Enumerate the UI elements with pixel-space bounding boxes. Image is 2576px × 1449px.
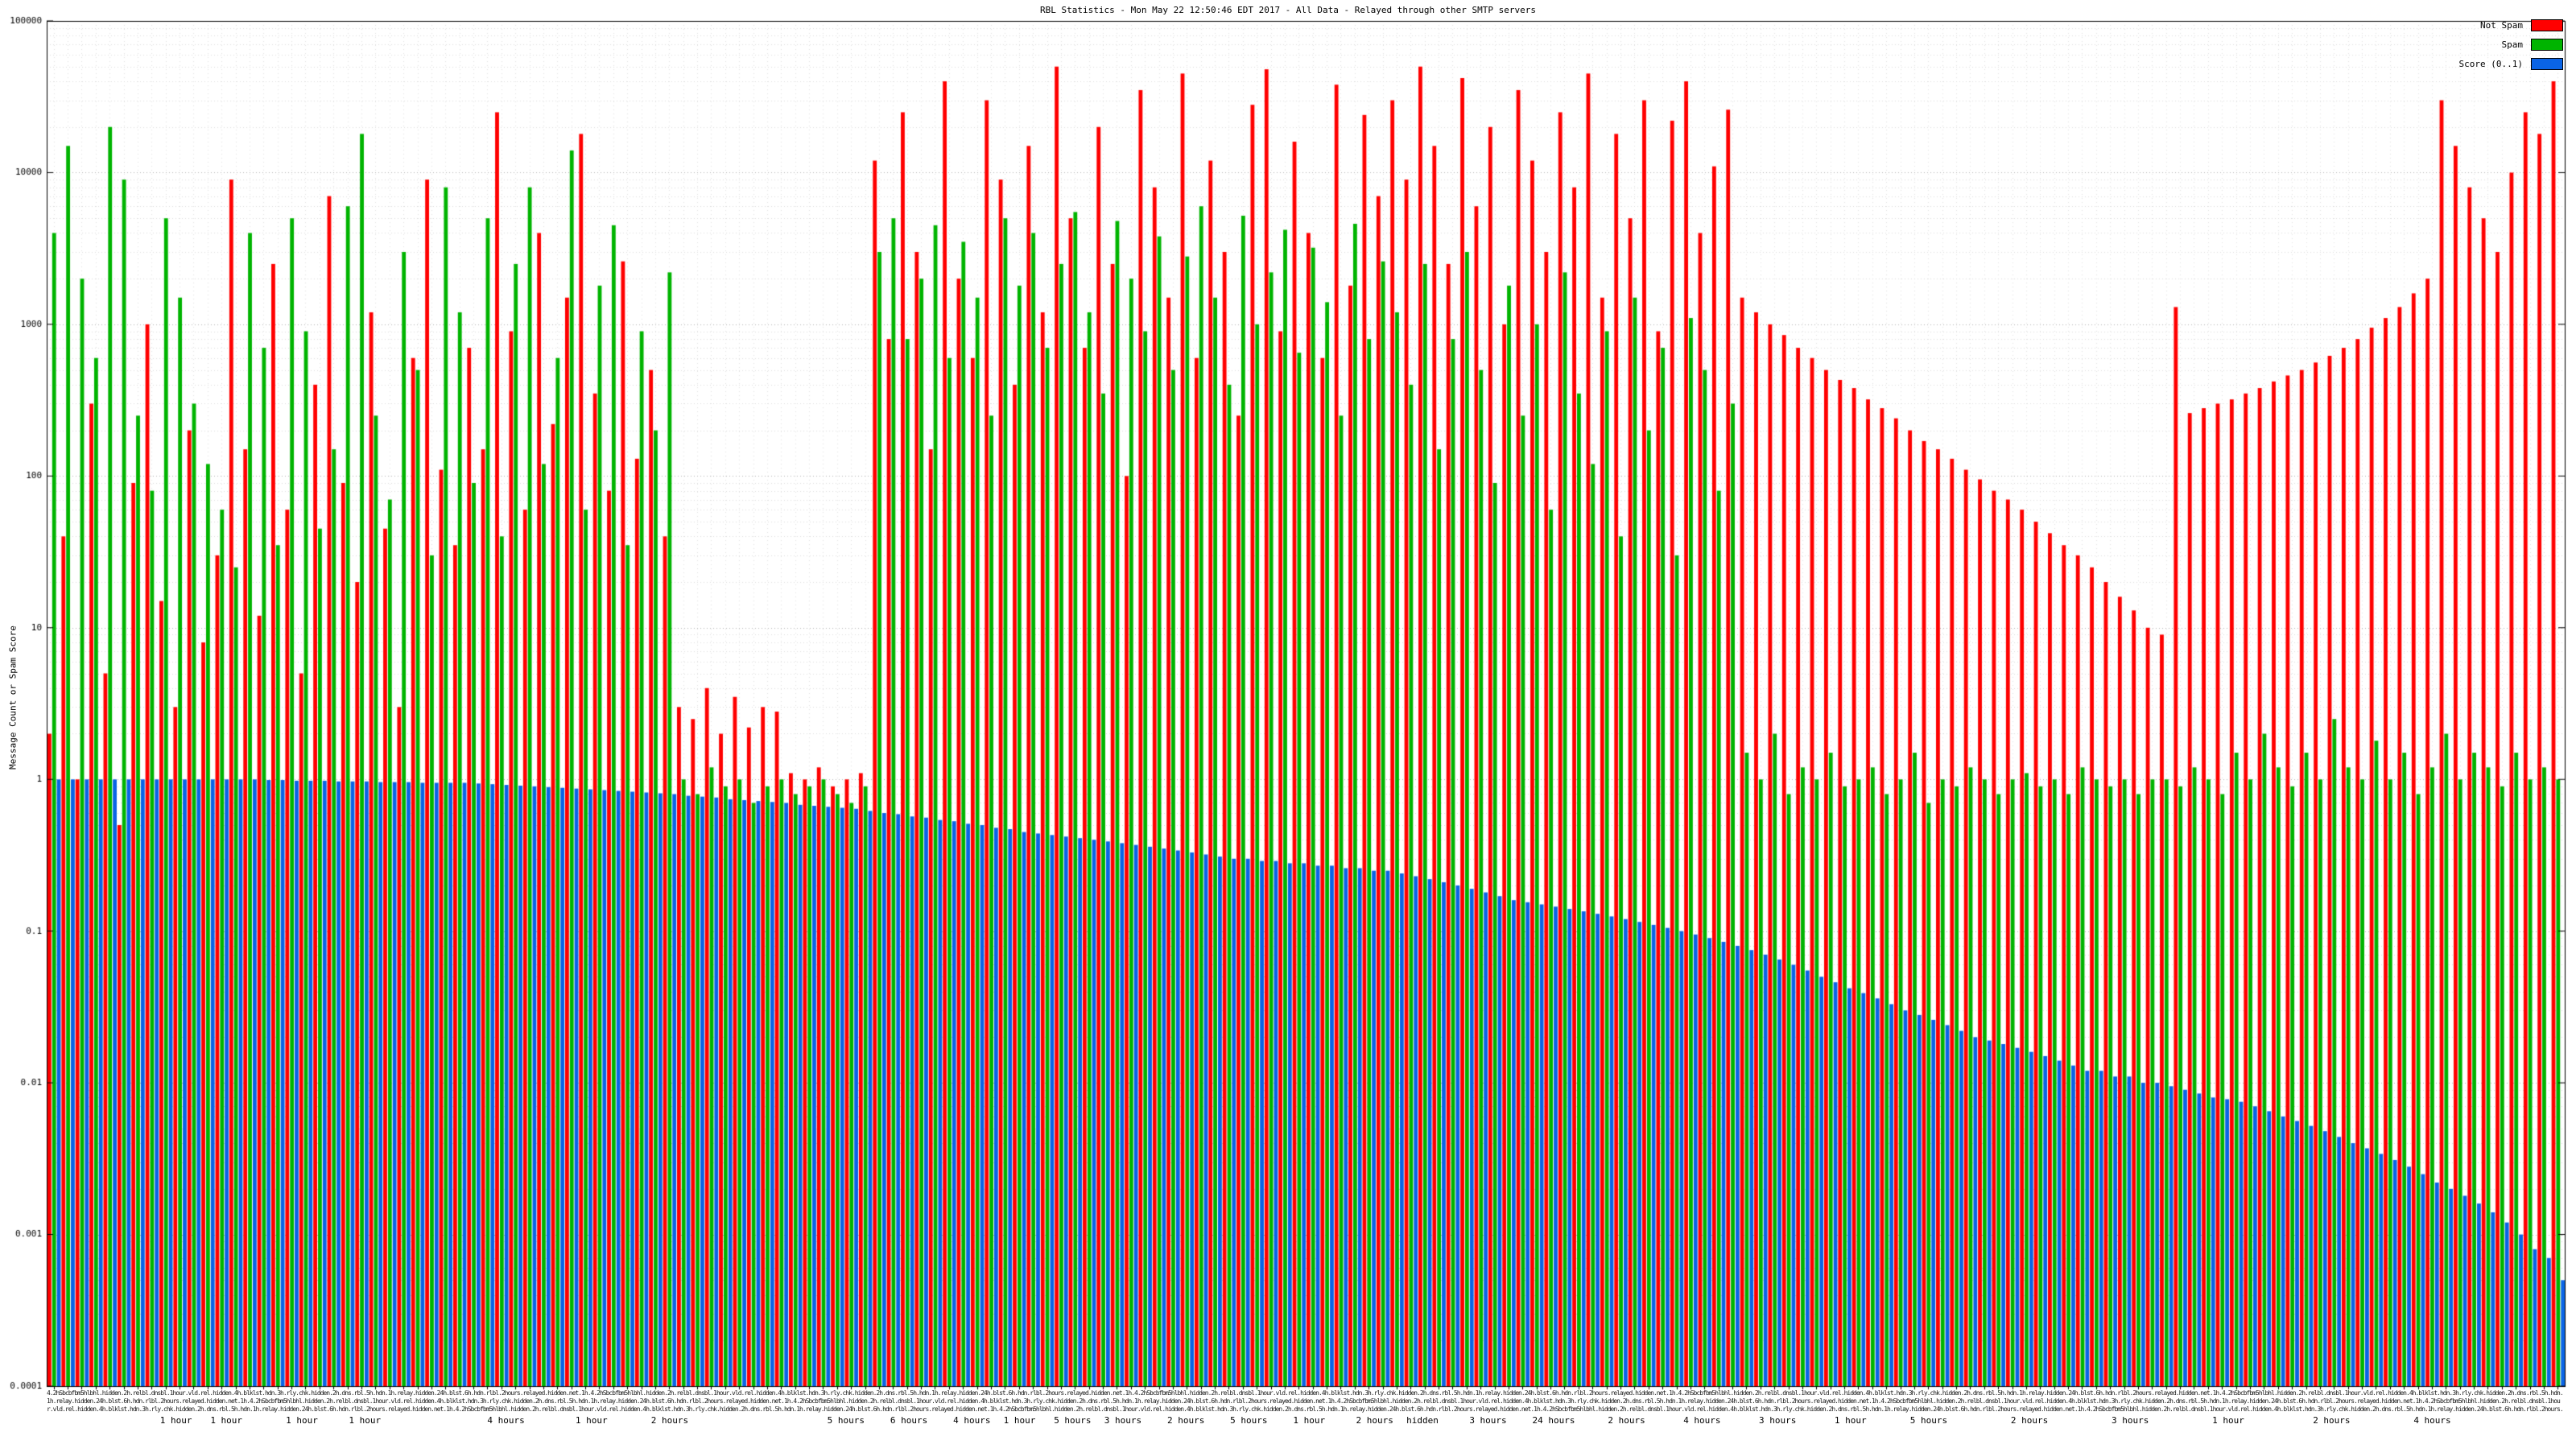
- x-time-label: 1 hour: [1003, 1415, 1036, 1426]
- x-time-label: 1 hour: [159, 1415, 192, 1426]
- x-time-label: 1 hour: [2212, 1415, 2244, 1426]
- legend-label: Score (0..1): [2458, 59, 2523, 69]
- x-time-label: 1 hour: [286, 1415, 318, 1426]
- legend-swatch: [2531, 39, 2563, 51]
- x-time-label: 4 hours: [1683, 1415, 1721, 1426]
- x-time-label: 3 hours: [1104, 1415, 1142, 1426]
- legend-label: Not Spam: [2480, 20, 2523, 31]
- legend-item: Score (0..1): [2459, 58, 2563, 70]
- x-time-label: 1 hour: [1293, 1415, 1326, 1426]
- legend-item: Not Spam: [2480, 19, 2563, 31]
- x-time-label: 5 hours: [827, 1415, 865, 1426]
- x-time-label: 2 hours: [1356, 1415, 1393, 1426]
- legend-swatch: [2531, 58, 2563, 70]
- x-time-label: 4 hours: [2413, 1415, 2451, 1426]
- x-time-label: 1 hour: [1834, 1415, 1867, 1426]
- x-time-label: 4 hours: [487, 1415, 525, 1426]
- x-time-label: 5 hours: [1054, 1415, 1092, 1426]
- x-time-label: 5 hours: [1230, 1415, 1268, 1426]
- x-axis-dense-labels: 4.2hSbcbfbm5hlbhl.hidden.2h.relbl.dnsbl.…: [47, 1389, 2564, 1413]
- legend: Not Spam Spam Score (0..1): [2459, 19, 2563, 70]
- x-axis-time-labels: 1 hour 1 hour 1 hour 1 hour 4 hours 1 hour 2 h…: [47, 1415, 2565, 1439]
- x-time-label: 5 hours: [1909, 1415, 1948, 1426]
- y-axis-label: Message Count or Spam Score: [7, 625, 19, 770]
- x-time-label: 4 hours: [953, 1415, 991, 1426]
- x-time-label: 1 hour: [210, 1415, 243, 1426]
- legend-swatch: [2531, 19, 2563, 31]
- legend-item: Spam: [2501, 39, 2563, 51]
- chart-title: RBL Statistics - Mon May 22 12:50:46 EDT…: [1040, 5, 1536, 15]
- x-time-label: 1 hour: [349, 1415, 382, 1426]
- x-time-label: 6 hours: [890, 1415, 928, 1426]
- x-time-label: 2 hours: [1608, 1415, 1645, 1426]
- x-time-label: hidden: [1406, 1415, 1439, 1426]
- x-time-label: 2 hours: [650, 1415, 689, 1426]
- legend-label: Spam: [2501, 39, 2524, 50]
- x-time-label: 3 hours: [1759, 1415, 1797, 1426]
- x-time-label: 1 hour: [575, 1415, 608, 1426]
- x-time-label: 2 hours: [1166, 1415, 1205, 1426]
- x-time-label: 2 hours: [2010, 1415, 2049, 1426]
- x-time-label: 3 hours: [1469, 1415, 1507, 1426]
- x-time-label: 24 hours: [1532, 1415, 1575, 1426]
- x-time-label: 2 hours: [2313, 1415, 2351, 1426]
- x-time-label: 3 hours: [2111, 1415, 2149, 1426]
